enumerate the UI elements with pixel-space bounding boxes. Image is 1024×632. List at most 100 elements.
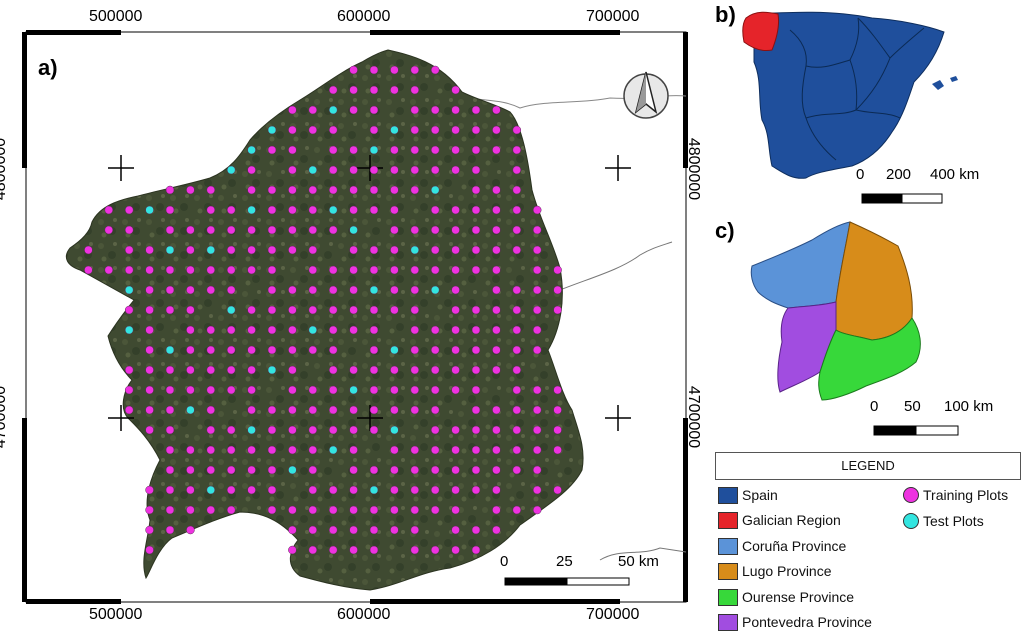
- province-coruna: [750, 221, 851, 309]
- training-plot-point: [308, 205, 318, 215]
- training-plot-point: [308, 125, 318, 135]
- training-plot-point: [471, 185, 481, 195]
- training-plot-point: [206, 405, 216, 415]
- training-plot-point: [267, 265, 277, 275]
- test-plot-point: [430, 285, 440, 295]
- training-plot-point: [145, 425, 154, 435]
- training-plot-point: [267, 245, 277, 255]
- legend-label-training: Training Plots: [923, 487, 1009, 503]
- training-plot-point: [145, 525, 154, 535]
- training-plot-point: [328, 325, 338, 335]
- training-plot-point: [430, 225, 440, 235]
- legend-dot-test: [903, 513, 919, 529]
- training-plot-point: [553, 405, 562, 415]
- training-plot-point: [532, 485, 542, 495]
- training-plot-point: [349, 265, 358, 275]
- training-plot-point: [226, 265, 236, 275]
- training-plot-point: [267, 145, 277, 155]
- training-plot-point: [328, 305, 338, 315]
- training-plot-point: [512, 325, 522, 335]
- training-plot-point: [206, 465, 216, 475]
- training-plot-point: [390, 145, 399, 155]
- training-plot-point: [104, 265, 114, 275]
- training-plot-point: [390, 165, 399, 175]
- training-plot-point: [226, 345, 236, 355]
- training-plot-point: [390, 65, 399, 75]
- training-plot-point: [390, 405, 399, 415]
- training-plot-point: [226, 485, 236, 495]
- training-plot-point: [165, 505, 175, 515]
- training-plot-point: [308, 105, 318, 115]
- training-plot-point: [492, 285, 501, 295]
- training-plot-point: [492, 185, 501, 195]
- training-plot-point: [206, 325, 216, 335]
- training-plot-point: [471, 485, 481, 495]
- test-plot-point: [390, 125, 399, 135]
- training-plot-point: [451, 385, 460, 395]
- training-plot-point: [390, 505, 399, 515]
- test-plot-point: [206, 245, 216, 255]
- training-plot-point: [288, 205, 297, 215]
- training-plot-point: [206, 445, 216, 455]
- frame-border: [22, 30, 688, 604]
- training-plot-point: [390, 445, 399, 455]
- main-scale-25: 25: [556, 553, 573, 570]
- training-plot-point: [471, 305, 481, 315]
- training-plot-point: [308, 485, 318, 495]
- training-plot-point: [349, 485, 358, 495]
- panel-label-b: b): [715, 2, 736, 27]
- training-plot-point: [186, 325, 195, 335]
- training-plot-point: [492, 445, 501, 455]
- training-plot-point: [430, 485, 440, 495]
- training-plot-point: [328, 185, 338, 195]
- training-plot-point: [390, 485, 399, 495]
- training-plot-point: [288, 525, 297, 535]
- y-tick-right-4800000: 4800000: [685, 137, 703, 201]
- training-plot-point: [512, 385, 522, 395]
- test-plot-point: [328, 205, 338, 215]
- test-plot-point: [410, 245, 420, 255]
- galicia-scale-50: 50: [904, 398, 921, 415]
- training-plot-point: [410, 545, 420, 555]
- training-plot-point: [369, 205, 379, 215]
- test-plot-point: [186, 405, 195, 415]
- training-plot-point: [226, 205, 236, 215]
- training-plot-point: [430, 385, 440, 395]
- test-plot-point: [267, 125, 277, 135]
- training-plot-point: [410, 105, 420, 115]
- legend-label-ourense: Ourense Province: [742, 589, 855, 605]
- training-plot-point: [186, 265, 195, 275]
- training-plot-point: [145, 265, 154, 275]
- training-plot-point: [532, 385, 542, 395]
- training-plot-point: [471, 325, 481, 335]
- training-plot-point: [165, 365, 175, 375]
- training-plot-point: [226, 425, 236, 435]
- balearic-islands: [932, 76, 958, 90]
- training-plot-point: [308, 505, 318, 515]
- training-plot-point: [410, 485, 420, 495]
- training-plot-point: [451, 125, 460, 135]
- training-plot-point: [247, 385, 256, 395]
- training-plot-point: [267, 485, 277, 495]
- training-plot-point: [349, 505, 358, 515]
- legend-label-test: Test Plots: [923, 513, 984, 529]
- training-plot-point: [328, 545, 338, 555]
- training-plot-point: [369, 405, 379, 415]
- training-plot-point: [451, 105, 460, 115]
- training-plot-point: [186, 465, 195, 475]
- training-plot-point: [451, 265, 460, 275]
- training-plot-point: [390, 465, 399, 475]
- test-plot-point: [328, 445, 338, 455]
- training-plot-point: [124, 265, 134, 275]
- training-plot-point: [206, 205, 216, 215]
- training-plot-point: [553, 265, 562, 275]
- training-plot-point: [226, 505, 236, 515]
- training-plot-point: [451, 445, 460, 455]
- training-plot-point: [288, 405, 297, 415]
- training-plot-point: [145, 485, 154, 495]
- training-plot-point: [308, 225, 318, 235]
- training-plot-point: [247, 165, 256, 175]
- training-plot-point: [328, 85, 338, 95]
- training-plot-point: [451, 225, 460, 235]
- training-plot-point: [492, 205, 501, 215]
